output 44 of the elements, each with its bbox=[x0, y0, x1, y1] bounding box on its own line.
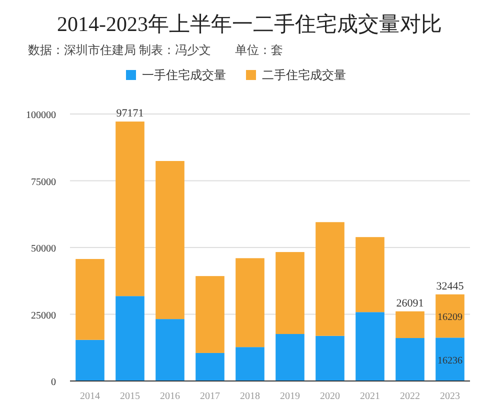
bar bbox=[436, 294, 464, 338]
data-label: 16236 bbox=[438, 355, 462, 366]
y-tick-label: 25000 bbox=[31, 310, 56, 322]
y-tick-label: 100000 bbox=[26, 110, 56, 121]
bar bbox=[236, 347, 264, 381]
total-label: 26091 bbox=[396, 297, 424, 310]
bar bbox=[396, 338, 424, 381]
total-label: 32445 bbox=[436, 280, 464, 292]
bar bbox=[316, 336, 344, 381]
x-tick-label: 2014 bbox=[80, 391, 100, 402]
bar bbox=[156, 160, 184, 320]
chart-subtitle: 数据：深圳市住建局 制表：冯少文 单位：套 bbox=[28, 43, 283, 57]
bar bbox=[356, 312, 384, 381]
bar bbox=[116, 296, 144, 381]
y-tick-label: 75000 bbox=[31, 176, 56, 188]
bar bbox=[76, 258, 104, 340]
bar bbox=[76, 340, 104, 381]
y-tick-label: 0 bbox=[51, 377, 56, 388]
bar bbox=[276, 252, 304, 334]
total-label: 97171 bbox=[116, 108, 144, 120]
legend-label: 二手住宅成交量 bbox=[262, 68, 346, 82]
bar bbox=[156, 319, 184, 381]
x-tick-label: 2016 bbox=[160, 391, 180, 402]
x-tick-label: 2018 bbox=[240, 391, 260, 402]
chart-title: 2014-2023年上半年一二手住宅成交量对比 bbox=[57, 12, 442, 36]
x-tick-label: 2017 bbox=[200, 391, 220, 402]
bar bbox=[236, 258, 264, 348]
data-label: 16209 bbox=[438, 312, 462, 324]
x-tick-label: 2021 bbox=[360, 391, 380, 402]
bar bbox=[196, 352, 224, 381]
x-tick-label: 2020 bbox=[320, 391, 340, 402]
x-tick-label: 2023 bbox=[440, 391, 460, 402]
bar bbox=[116, 122, 144, 296]
x-tick-label: 2019 bbox=[280, 391, 300, 402]
bar bbox=[356, 237, 384, 312]
bar bbox=[396, 311, 424, 338]
bar bbox=[276, 334, 304, 381]
x-tick-label: 2015 bbox=[120, 391, 140, 402]
bar bbox=[196, 276, 224, 353]
legend-label: 一手住宅成交量 bbox=[142, 68, 226, 82]
bar bbox=[316, 222, 344, 336]
y-tick-label: 50000 bbox=[31, 244, 56, 254]
x-tick-label: 2022 bbox=[400, 391, 420, 402]
bar bbox=[436, 338, 464, 381]
